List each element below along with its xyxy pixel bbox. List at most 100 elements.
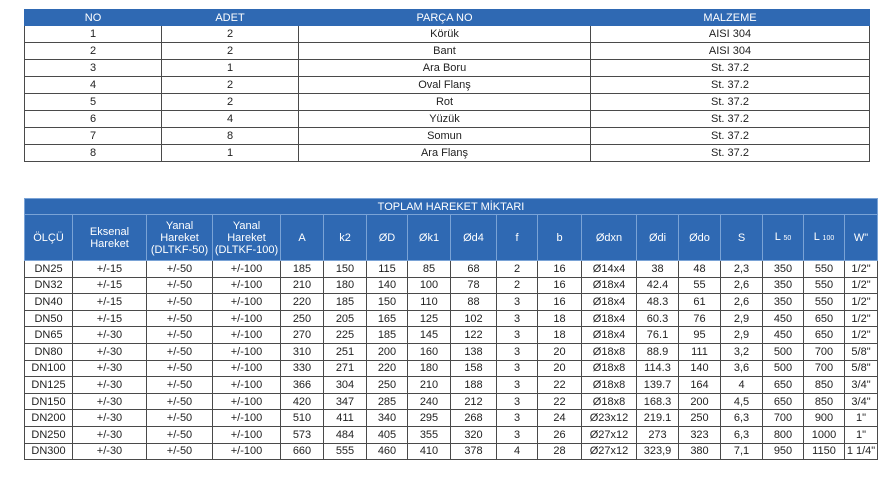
table-cell: 1 1/4": [843, 442, 879, 461]
table-cell: 185: [366, 326, 408, 344]
table-cell: 111: [678, 342, 721, 361]
table-cell: 450: [762, 326, 804, 344]
table-cell: 366: [280, 376, 324, 394]
table-cell: +/-50: [146, 260, 213, 278]
table-cell: 4: [496, 442, 538, 461]
table-cell: 4: [161, 110, 299, 128]
table-cell: 125: [407, 309, 451, 328]
table-cell: 38: [636, 260, 679, 278]
table-cell: +/-15: [72, 293, 147, 311]
table-cell: 185: [280, 260, 324, 278]
table-cell: 550: [803, 276, 845, 295]
table-cell: DN250: [24, 425, 73, 444]
table-cell: 18: [537, 326, 582, 344]
table-cell: 550: [803, 293, 845, 311]
table-cell: 1: [24, 25, 162, 43]
table-cell: 1/2": [843, 326, 879, 344]
table-cell: 2,9: [720, 326, 763, 344]
header-f: f: [496, 214, 538, 261]
table-cell: Ø18x8: [581, 392, 637, 411]
table-cell: 1/2": [843, 276, 879, 295]
table-cell: 2: [161, 76, 299, 94]
table-cell: 700: [803, 359, 845, 378]
table-cell: 270: [280, 326, 324, 344]
table-cell: 22: [537, 392, 582, 411]
table-cell: 122: [450, 326, 497, 344]
table-cell: 16: [537, 293, 582, 311]
table-cell: DN32: [24, 276, 73, 295]
table-cell: 350: [762, 276, 804, 295]
parts-header-row: NO ADET PARÇA NO MALZEME: [24, 9, 870, 26]
table-cell: +/-30: [72, 326, 147, 344]
table-cell: 295: [407, 409, 451, 427]
table-cell: DN150: [24, 392, 73, 411]
table-cell: 304: [323, 376, 367, 394]
table-cell: 3,2: [720, 342, 763, 361]
header-yanal-hareket-50: Yanal Hareket (DLTKF-50): [146, 214, 213, 261]
table-row: 3 1 Ara Boru St. 37.2: [24, 59, 870, 77]
table-cell: +/-15: [72, 260, 147, 278]
header-od: ØD: [366, 214, 408, 261]
table-cell: +/-100: [212, 359, 281, 378]
table-cell: 1000: [803, 425, 845, 444]
header-w: W": [843, 214, 879, 261]
table-cell: Ara Boru: [298, 59, 591, 77]
table-cell: +/-100: [212, 342, 281, 361]
table-cell: St. 37.2: [590, 59, 870, 77]
table-cell: 411: [323, 409, 367, 427]
table-cell: 165: [366, 309, 408, 328]
table-cell: +/-100: [212, 442, 281, 461]
table-cell: 323: [678, 425, 721, 444]
table-cell: 5/8": [843, 359, 879, 378]
table-cell: 145: [407, 326, 451, 344]
header-odxn: Ødxn: [581, 214, 637, 261]
table-cell: +/-30: [72, 342, 147, 361]
table-cell: 2,6: [720, 293, 763, 311]
table-cell: 405: [366, 425, 408, 444]
table-cell: +/-50: [146, 342, 213, 361]
table-cell: 1150: [803, 442, 845, 461]
table-cell: 3/4": [843, 376, 879, 394]
table-cell: 350: [762, 260, 804, 278]
table-row: 2 2 Bant AISI 304: [24, 42, 870, 60]
table-cell: 3: [496, 359, 538, 378]
table-cell: 48: [678, 260, 721, 278]
table-cell: +/-100: [212, 260, 281, 278]
table-cell: 273: [636, 425, 679, 444]
table-cell: 55: [678, 276, 721, 295]
dimensions-table-body: DN25 +/-15 +/-50 +/-100 185 150 115 85 68 2 16 Ø14x…: [24, 260, 879, 461]
table-cell: Ø18x4: [581, 276, 637, 295]
table-cell: 271: [323, 359, 367, 378]
table-cell: 20: [537, 359, 582, 378]
table-cell: 210: [280, 276, 324, 295]
table-row: DN125 +/-30 +/-50 +/-100 366 304 250 210 188 3 22 Ø…: [24, 376, 879, 394]
table-cell: +/-50: [146, 326, 213, 344]
table-cell: 2: [496, 276, 538, 295]
table-cell: DN80: [24, 342, 73, 361]
table-cell: 410: [407, 442, 451, 461]
table-cell: 200: [366, 342, 408, 361]
table-cell: +/-100: [212, 392, 281, 411]
table-cell: 114.3: [636, 359, 679, 378]
table-cell: +/-50: [146, 425, 213, 444]
table-row: DN25 +/-15 +/-50 +/-100 185 150 115 85 68 2 16 Ø14x…: [24, 260, 879, 278]
table-cell: 355: [407, 425, 451, 444]
table-cell: 251: [323, 342, 367, 361]
table-cell: 150: [366, 293, 408, 311]
table-cell: 320: [450, 425, 497, 444]
table-cell: 225: [323, 326, 367, 344]
table-cell: 900: [803, 409, 845, 427]
table-cell: 78: [450, 276, 497, 295]
table-cell: DN300: [24, 442, 73, 461]
table-cell: 347: [323, 392, 367, 411]
table-cell: Ø18x4: [581, 293, 637, 311]
table-cell: St. 37.2: [590, 127, 870, 145]
table-cell: 1": [843, 425, 879, 444]
table-cell: +/-100: [212, 425, 281, 444]
table-cell: 61: [678, 293, 721, 311]
table-cell: 285: [366, 392, 408, 411]
table-cell: 150: [323, 260, 367, 278]
table-cell: 88: [450, 293, 497, 311]
table-cell: Ø23x12: [581, 409, 637, 427]
table-cell: DN65: [24, 326, 73, 344]
